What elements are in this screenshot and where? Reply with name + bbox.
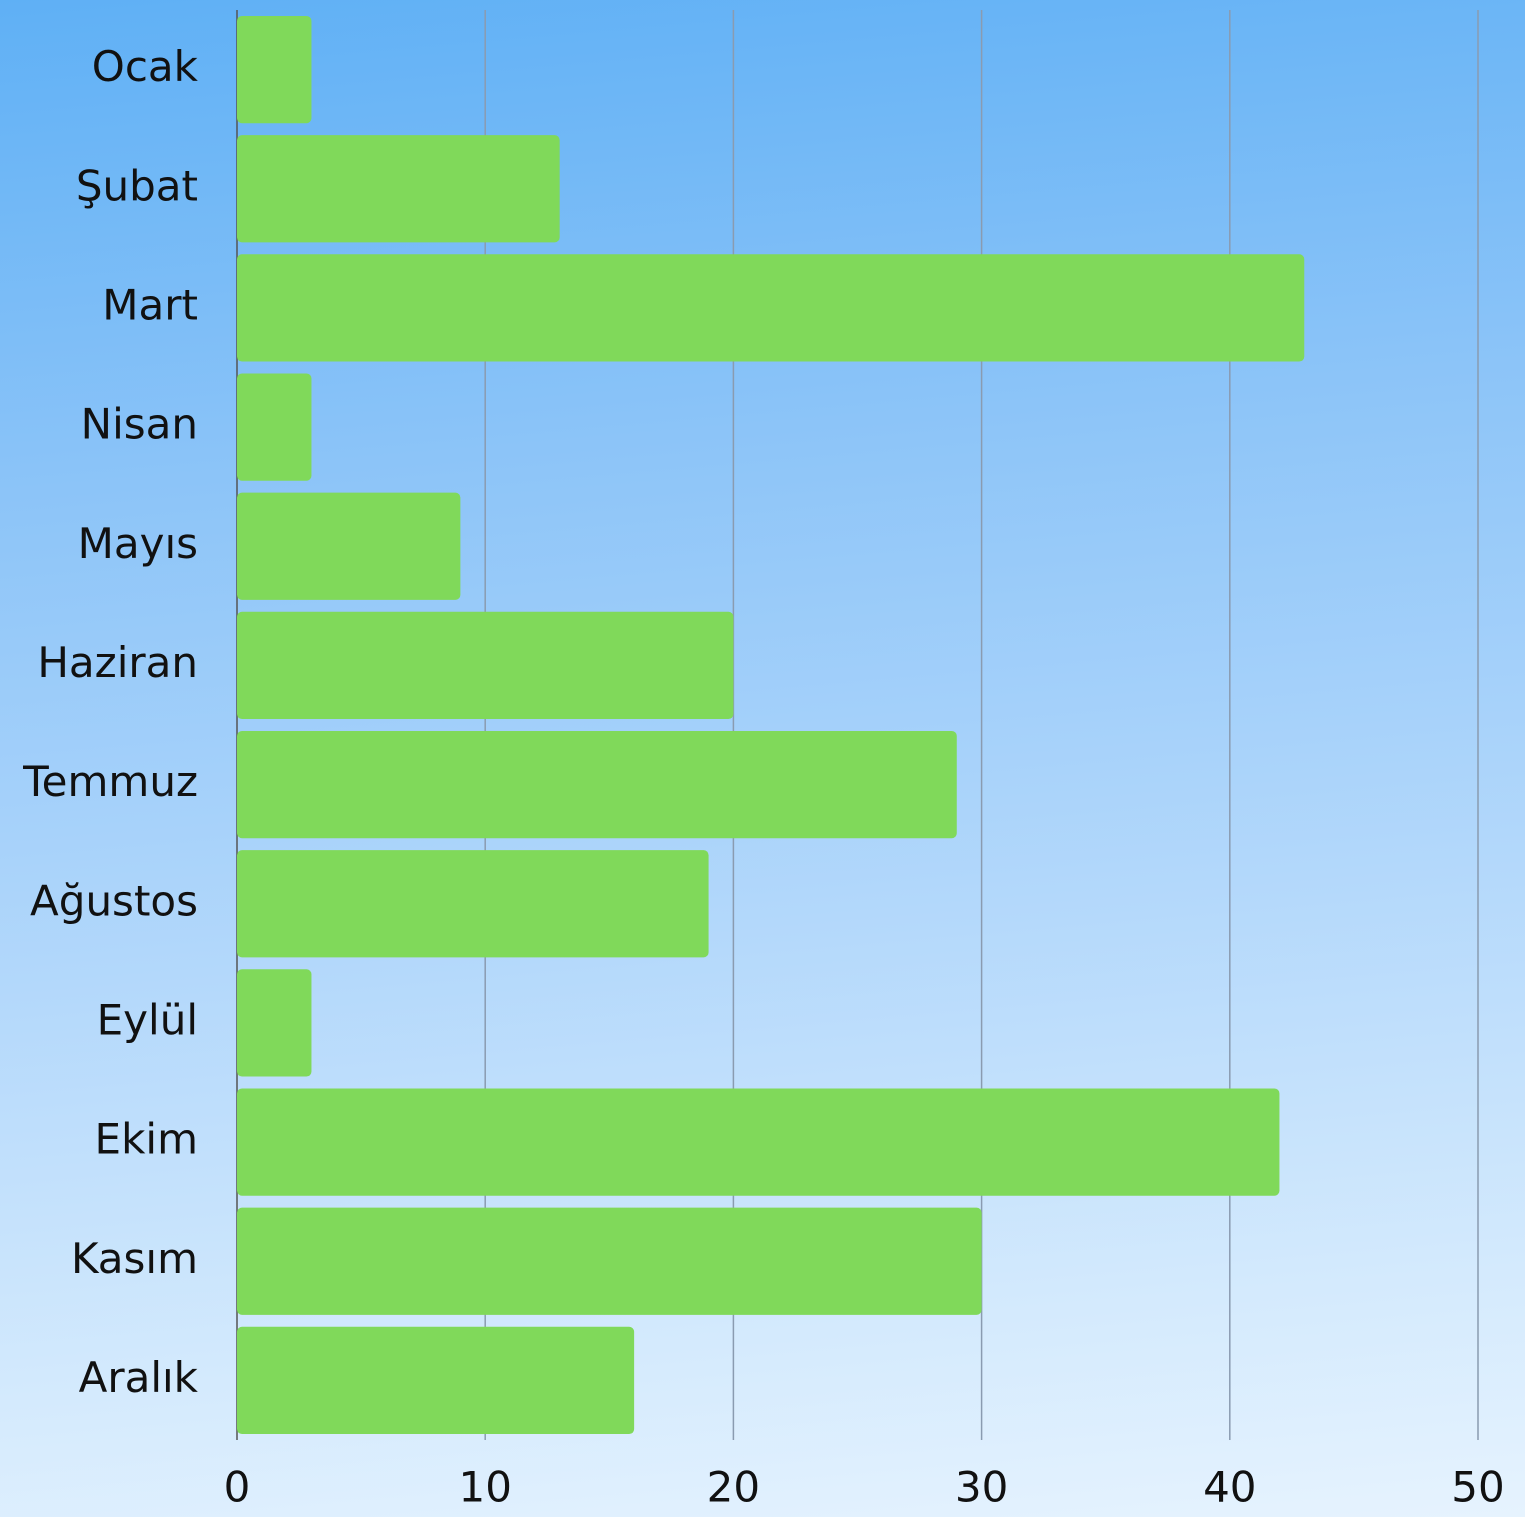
x-tick-label: 40	[1203, 1463, 1256, 1512]
bar	[237, 1326, 635, 1435]
bar	[237, 492, 461, 600]
bar	[237, 254, 1305, 362]
bar	[237, 373, 312, 481]
x-tick-label: 50	[1451, 1463, 1504, 1512]
bar	[237, 135, 560, 243]
x-tick-label: 20	[707, 1463, 760, 1512]
bar	[237, 15, 312, 124]
y-tick-label: Mayıs	[78, 519, 198, 568]
bar	[237, 969, 312, 1077]
bar	[237, 611, 734, 720]
y-tick-label: Ocak	[92, 42, 199, 91]
y-tick-label: Aralık	[79, 1353, 199, 1402]
y-tick-label: Temmuz	[22, 757, 198, 806]
y-tick-label: Haziran	[37, 638, 198, 687]
x-tick-label: 30	[955, 1463, 1008, 1512]
y-tick-label: Mart	[102, 280, 198, 329]
y-tick-label: Nisan	[81, 400, 198, 449]
bar	[237, 1207, 982, 1315]
y-tick-label: Ekim	[95, 1115, 198, 1164]
bar	[237, 730, 957, 839]
x-tick-label: 0	[224, 1463, 251, 1512]
bar	[237, 850, 709, 958]
bar	[237, 1088, 1280, 1196]
y-tick-label: Ağustos	[30, 876, 198, 925]
y-tick-label: Kasım	[71, 1234, 198, 1283]
y-tick-label: Eylül	[97, 995, 198, 1044]
y-tick-label: Şubat	[76, 161, 198, 210]
x-tick-label: 10	[458, 1463, 511, 1512]
